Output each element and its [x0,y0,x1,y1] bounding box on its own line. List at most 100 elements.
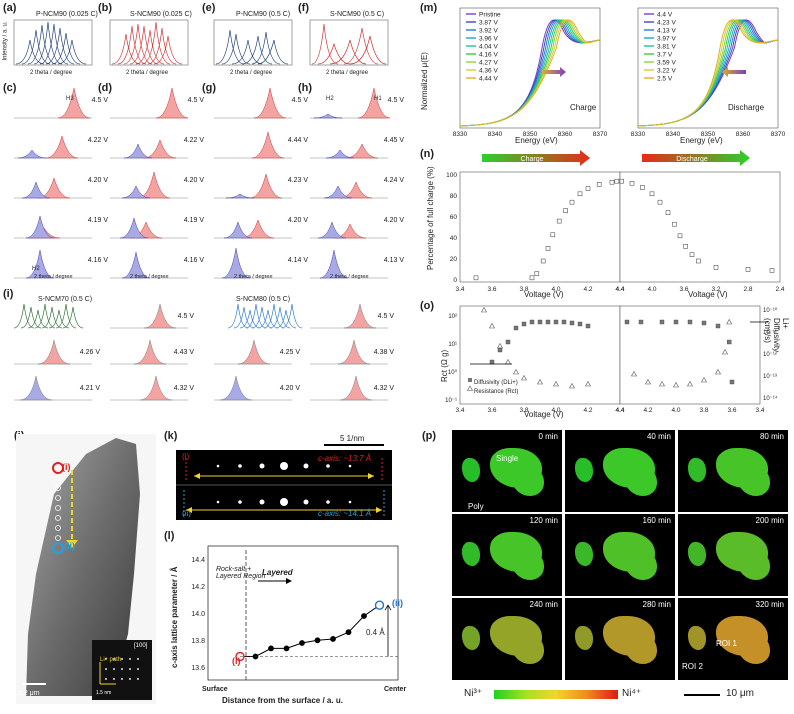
diffraction-scale-bar [324,444,384,446]
h3-peak [57,87,91,119]
xanes-legend-label: 3.92 V [479,28,498,35]
panel-n-charge-point [550,232,556,238]
panel-label-p: (p) [422,430,437,442]
panel-n-ytick: 80 [450,193,458,200]
panel-o-diff-point [505,339,511,345]
panel-l-line [240,604,380,657]
colorbar [494,690,618,699]
map-time-label: 240 min [529,600,558,609]
panel-n-charge-point [596,182,602,187]
panel-n-charge-point [545,246,551,251]
panel-o-ylabel-left: Rct (Ω g) [440,349,449,382]
poly-crystal-particle [575,626,593,650]
h3-peak [253,87,287,119]
poly-crystal-particle [462,626,480,650]
panel-i-peak [337,339,371,365]
panel-n-xtick: 4.0 [647,286,656,293]
panel-o-diff-point [701,320,707,326]
xanes-map-tile: 200 min [678,514,788,596]
panel-o-diff-point [537,319,543,325]
panel-o-xtick: 4.4 [615,407,624,414]
panel-o-diff-point [624,319,630,325]
h2-peak [25,249,55,279]
map-time-label: 160 min [642,516,671,525]
xrd-summary-row [13,19,389,66]
panel-n-xtick: 4.2 [583,286,592,293]
panel-label-m: (m) [420,2,438,14]
panel-i-left-title: S-NCM70 (0.5 C) [38,296,93,303]
panel-o-ytick-left: 10⁻¹ [445,398,457,404]
xanes-legend-label: 3.96 V [479,36,498,43]
diffraction-marker-ii: (ii) [182,509,191,518]
xanes-xtick: 8330 [631,131,646,138]
panel-n-charge-point [569,199,575,205]
panel-n-frame [619,171,781,283]
panel-n-charge-point [577,191,583,197]
xanes-legend-label: 3.59 V [657,60,676,67]
h2-peak [25,215,55,239]
panel-i-voltage: 4.26 V [80,349,101,356]
panel-i-voltage: 4.20 V [280,385,301,392]
h3-peak [137,171,171,199]
panel-o-res-point [480,306,488,313]
panel-i-voltage: 4.43 V [174,349,195,356]
panel-l-arrowhead [286,578,292,584]
panel-o-res-point [721,348,729,355]
discharge-gradient-arrow [642,150,750,166]
panel-n-xtick: 2.8 [743,286,752,293]
panel-o-res-point [584,380,592,387]
diffraction-spots [176,458,392,516]
panel-n-charge-point [534,271,540,276]
h3-peak [357,87,391,119]
xanes-map-tile: 0 min [452,430,562,512]
panel-label-l: (l) [164,530,175,542]
panel-o-ylabel-right: Li+ Diffusivity (cm²/s) [763,318,790,353]
panel-n-discharge-point [657,199,663,205]
xanes-legend-label: 2.5 V [657,76,673,83]
stack-voltage-label: 4.44 V [288,137,309,144]
colorbar-ni4: Ni⁴⁺ [622,688,642,699]
panel-l-marker-ii: (ii) [392,598,403,608]
panel-label-d: (d) [98,82,113,94]
xanes-map-tile: 40 min [565,430,675,512]
poly-crystal-particle [462,542,480,566]
panel-o-ytick-right: 10⁻¹⁴ [763,395,778,402]
panel-n-discharge-point [640,185,645,190]
panel-e-xlabel: 2 theta / degree [230,70,273,76]
panel-o-xtick: 3.8 [519,407,528,414]
map-label-roi1: ROI 1 [716,639,737,648]
charge-arrow-label: Charge [521,156,544,163]
stack-voltage-label: 4.5 V [92,97,109,104]
panel-o-ytick-left: 10¹ [448,342,457,348]
panel-l-point [330,636,336,642]
panel-label-o: (o) [420,300,435,312]
panel-n-ytick: 0 [453,277,457,284]
particle-lobe [625,550,657,580]
stack-voltage-label: 4.23 V [288,177,309,184]
panel-l-point [374,600,385,610]
panel-o-diff-point [585,323,591,329]
panel-l-chart: 13.6 13.8 14.0 14.2 14.4 [191,545,399,681]
xanes-xtick: 8340 [666,131,681,138]
h2-peak [317,221,347,239]
panel-o-res-point [630,370,638,377]
phase-label-h1: H1 [374,96,382,102]
h3-peak [251,131,285,159]
discharge-arrow-label: Discharge [676,156,708,163]
xanes-charge-arrow [542,67,566,77]
panel-o-xtick: 4.2 [583,407,592,414]
panel-l-point [299,640,305,646]
panel-o-xtick: 3.6 [487,407,496,414]
panel-n-xtick: 3.8 [519,286,528,293]
panel-o-diff-point [577,321,583,327]
xrd-stack-columns: 4.5 V 4.22 V 4.20 V 4.19 V 4.16 V 2 theta / d… [14,87,404,280]
panel-o-diff-point [545,319,551,325]
map-label-roi2: ROI 2 [682,662,703,671]
panel-i-plots: 4.5 V 4.26 V 4.43 V 4.21 V 4.32 V 4.5 V 4.25 V… [13,303,394,401]
panel-n-ytick: 100 [446,172,457,179]
panel-o-diff-point [513,325,519,331]
panel-i-voltage: 4.32 V [174,385,195,392]
panel-o-legend-diff: Diffusivity (DLi+) [474,380,518,386]
panel-o-res-point [552,380,560,387]
